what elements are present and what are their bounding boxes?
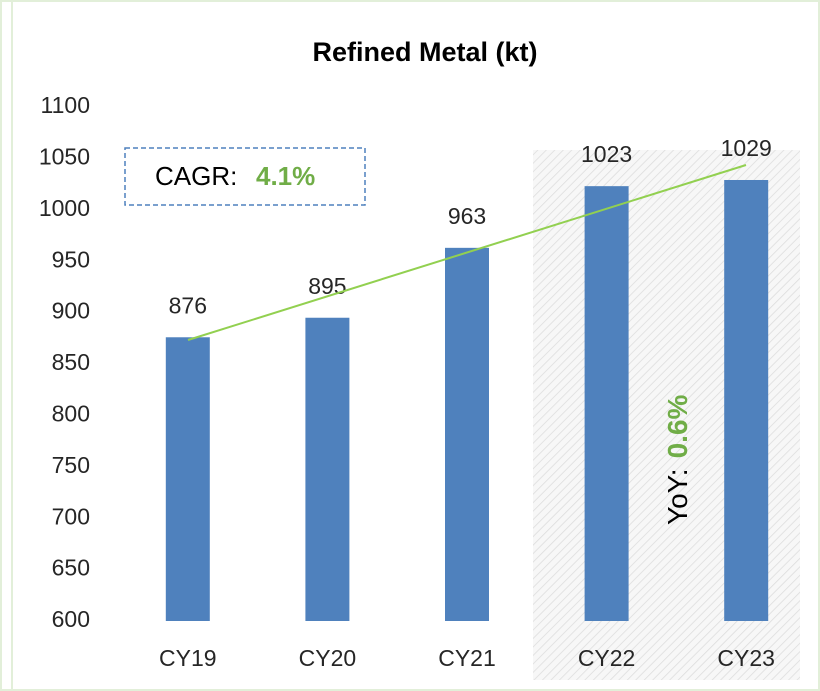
x-tick-label: CY23 <box>717 645 775 671</box>
cagr-value: 4.1% <box>256 161 315 191</box>
cagr-label: CAGR: <box>155 161 237 191</box>
data-label: 876 <box>169 292 207 318</box>
x-tick-label: CY20 <box>299 645 357 671</box>
yoy-value: 0.6% <box>662 394 693 458</box>
y-tick-label: 900 <box>52 298 90 324</box>
y-tick-label: 600 <box>52 606 90 632</box>
x-tick-label: CY21 <box>438 645 496 671</box>
data-label: 963 <box>448 203 486 229</box>
y-tick-label: 1100 <box>41 92 90 118</box>
y-tick-label: 800 <box>52 400 90 426</box>
bar <box>724 179 769 621</box>
x-tick-label: CY19 <box>159 645 217 671</box>
cagr-box <box>124 147 366 206</box>
yoy-annotation: YoY: 0.6% <box>662 394 693 525</box>
bar <box>165 337 210 621</box>
chart-title: Refined Metal (kt) <box>312 37 537 67</box>
data-label: 1029 <box>721 135 772 161</box>
y-tick-label: 1000 <box>39 195 90 221</box>
y-tick-label: 700 <box>52 503 90 529</box>
y-tick-label: 850 <box>52 349 90 375</box>
bar <box>584 186 629 621</box>
x-tick-label: CY22 <box>578 645 636 671</box>
yoy-label: YoY: <box>662 468 693 525</box>
y-tick-label: 650 <box>52 555 90 581</box>
bar <box>445 247 489 621</box>
data-label: 895 <box>308 273 346 299</box>
trend-line <box>187 164 747 341</box>
y-tick-label: 750 <box>52 452 90 478</box>
y-tick-label: 950 <box>52 246 90 272</box>
bar <box>305 317 350 621</box>
data-label: 1023 <box>581 141 632 167</box>
y-tick-label: 1050 <box>39 143 90 169</box>
